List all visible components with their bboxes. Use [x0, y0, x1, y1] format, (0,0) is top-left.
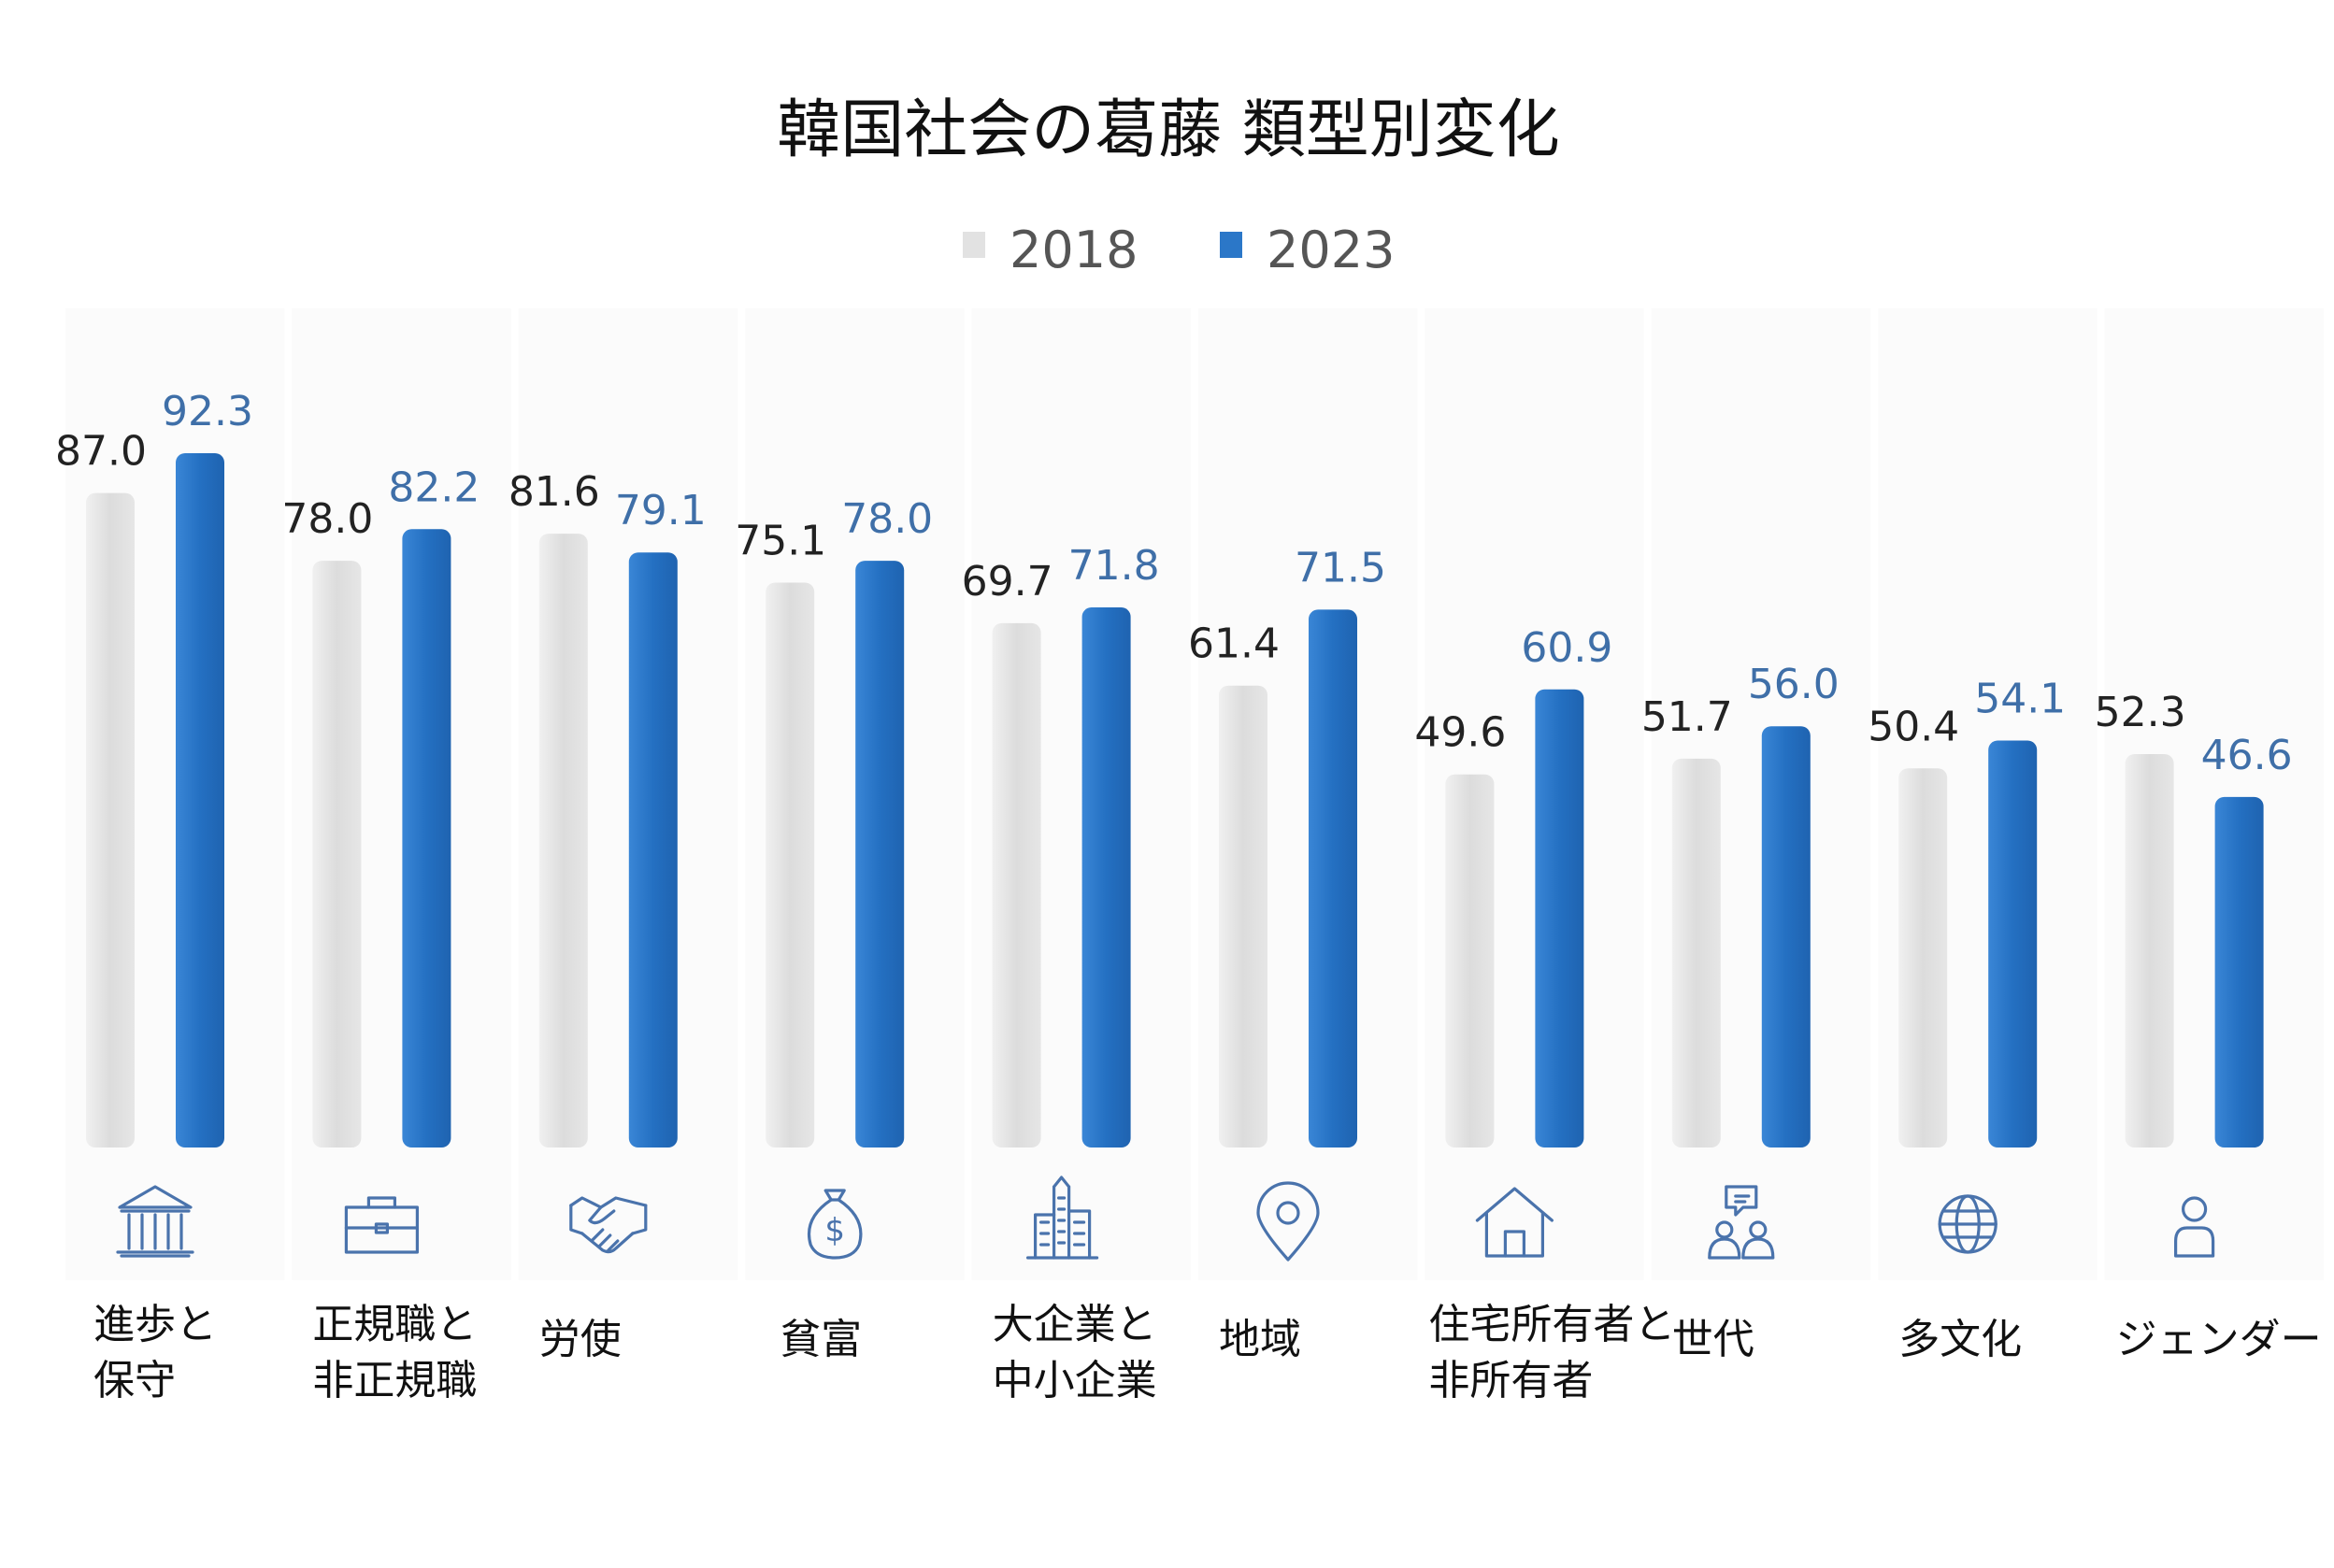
- data-label-2023: 60.9: [1521, 624, 1612, 672]
- bar-2018: [538, 534, 588, 1147]
- bar-2023: [1081, 607, 1131, 1147]
- bar-2018: [1898, 768, 1948, 1147]
- legend-label-2018: 2018: [1009, 221, 1138, 279]
- money-bag-icon: $: [807, 1189, 863, 1260]
- data-label-2018: 49.6: [1414, 709, 1506, 757]
- bar-2018: [1671, 758, 1721, 1147]
- category-label: 貧富: [780, 1316, 862, 1363]
- data-label-2018: 69.7: [962, 558, 1053, 606]
- data-label-2023: 71.5: [1295, 544, 1386, 592]
- data-label-2018: 61.4: [1188, 620, 1280, 668]
- bar-2018: [1219, 685, 1267, 1147]
- bar-2018: [86, 492, 135, 1147]
- data-label-2018: 51.7: [1641, 693, 1733, 741]
- legend: 2018 2023: [963, 221, 1395, 279]
- data-label-2018: 81.6: [508, 468, 600, 516]
- person-icon: [2174, 1196, 2215, 1258]
- category-icons: $: [116, 1176, 2215, 1262]
- category-label: 世代: [1672, 1316, 1754, 1363]
- category-label: 労使: [539, 1316, 622, 1363]
- category-label: ジェンダー: [2116, 1316, 2322, 1363]
- people-chat-icon: [1708, 1185, 1775, 1260]
- bar-2018: [1445, 774, 1495, 1147]
- data-label-2023: 56.0: [1748, 661, 1840, 708]
- briefcase-icon: [344, 1196, 419, 1254]
- buildings-icon: [1025, 1176, 1099, 1260]
- data-label-2023: 54.1: [1974, 675, 2066, 722]
- bar-2023: [176, 452, 224, 1147]
- data-label-2018: 87.0: [55, 428, 147, 476]
- bar-2023: [628, 552, 678, 1147]
- bar-2023: [855, 561, 905, 1147]
- legend-swatch-2023: [1220, 232, 1242, 258]
- map-pin-icon: [1256, 1181, 1320, 1262]
- category-label: 進歩と保守: [93, 1301, 217, 1404]
- bar-2023: [2214, 796, 2264, 1147]
- data-label-2023: 46.6: [2201, 732, 2293, 779]
- category-label: 地域: [1219, 1316, 1301, 1363]
- data-label-2018: 52.3: [2095, 689, 2186, 736]
- bar-2018: [992, 622, 1041, 1147]
- data-label-2023: 78.0: [841, 495, 933, 543]
- category-label: 大企業と中小企業: [993, 1301, 1157, 1404]
- bar-2023: [402, 529, 451, 1147]
- svg-text:$: $: [824, 1212, 845, 1249]
- category-label: 正規職と非正規職: [312, 1301, 477, 1404]
- bank-icon: [116, 1185, 194, 1258]
- legend-swatch-2018: [963, 232, 985, 258]
- bar-2023: [1535, 689, 1584, 1147]
- data-label-2018: 78.0: [281, 495, 373, 543]
- data-label-2018: 75.1: [735, 517, 826, 564]
- data-label-2023: 71.8: [1068, 542, 1160, 590]
- data-label-2023: 82.2: [388, 463, 480, 511]
- legend-label-2023: 2023: [1267, 221, 1395, 279]
- value-labels: 87.0 78.0 81.6 75.1 69.7 61.4 49.6 51.7 50.4 52.3…: [55, 388, 2293, 779]
- data-label-2023: 92.3: [162, 388, 253, 435]
- chart-title: 韓国社会の葛藤 類型別変化: [777, 93, 1560, 167]
- handshake-icon: [569, 1196, 648, 1254]
- bar-2018: [312, 561, 362, 1147]
- bar-2023: [1761, 726, 1811, 1147]
- data-label-2018: 50.4: [1868, 703, 1959, 750]
- category-label: 住宅所有者と非所有者: [1428, 1301, 1675, 1404]
- globe-icon: [1938, 1194, 1998, 1254]
- category-label: 多文化: [1898, 1316, 2022, 1363]
- bars: [86, 452, 2264, 1147]
- bar-2023: [1309, 609, 1357, 1147]
- bar-2018: [2125, 753, 2174, 1147]
- bar-2023: [1988, 740, 2038, 1147]
- data-label-2023: 79.1: [615, 487, 707, 535]
- house-icon: [1475, 1187, 1554, 1258]
- bar-2018: [766, 582, 815, 1147]
